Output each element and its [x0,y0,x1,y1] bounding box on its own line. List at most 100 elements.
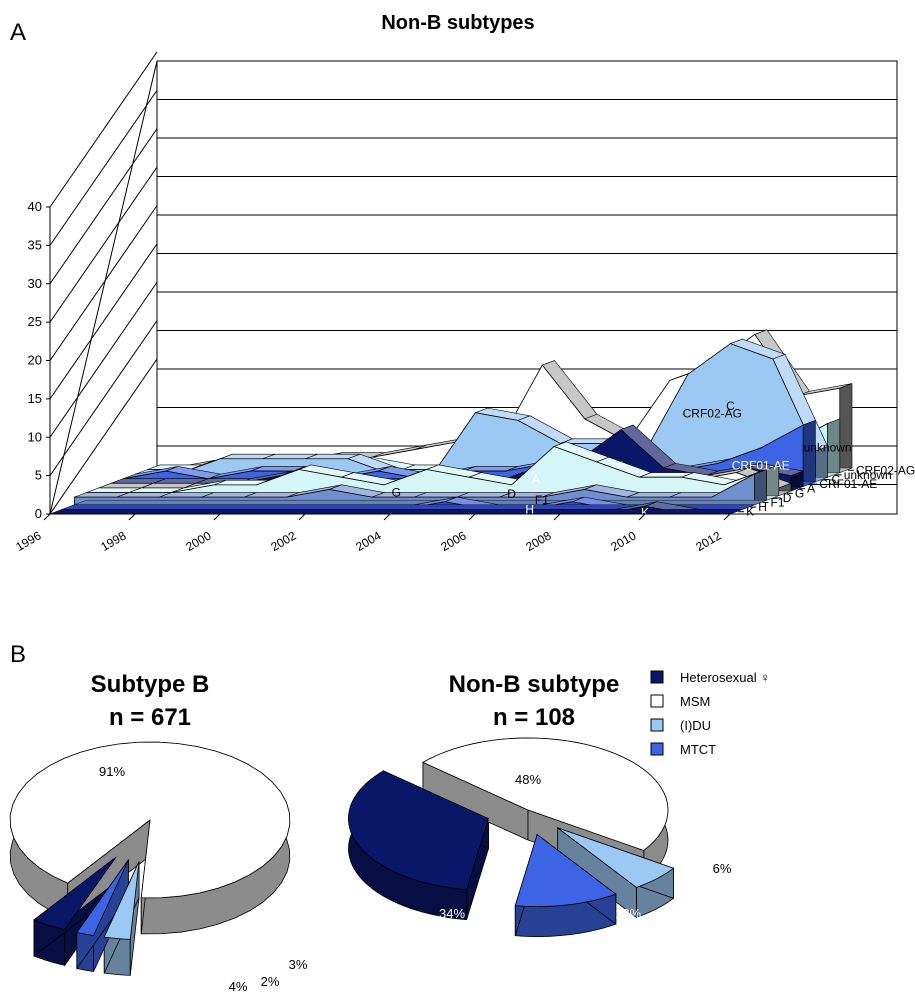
series-face [135,343,816,483]
pie-slice-i-du [557,827,675,888]
pie-subtype-b: 4% 91% 3% 2% [9,741,308,994]
pie-slice-msm [9,741,291,899]
pie-label-i-du: 3% [289,957,308,972]
x-tick [298,513,306,521]
x-tick [383,513,391,521]
series-floor [49,509,743,515]
pie-label-heterosexual: 4% [229,979,248,994]
pie-nonb-title-line2: n = 108 [493,704,575,731]
depth-label: D [783,491,792,505]
pie-label-mtct: 2% [261,974,280,989]
pie-label-heterosexual: 34% [439,906,465,921]
depth-label: K [746,505,754,519]
y-tick-label: 30 [28,276,42,291]
y-tick-label: 0 [35,506,42,521]
pie-label-msm: 91% [99,764,125,779]
x-tick [468,513,476,521]
pie-slice-mtct [514,833,617,907]
panel-a-3d-area-chart: 0510152025303540KHF1DGACRF01-AECunknownC… [13,51,915,554]
x-tick-label: 2012 [693,528,723,554]
side-gridline [49,51,158,208]
side-gridline [49,90,158,246]
x-tick [128,513,136,521]
x-tick-label: 1998 [98,528,128,554]
side-gridline [49,205,158,361]
pie-label-i-du: 6% [713,861,732,876]
depth-label: CRF02-AG [856,463,915,477]
pie-slice-i-du [103,861,140,940]
inline-label-d: D [507,487,516,501]
legend-label-idu: (I)DU [680,718,711,733]
x-tick [638,513,646,521]
legend-label-heterosexual: Heterosexual ♀ [680,670,770,685]
inline-label-g: G [392,486,401,500]
legend-swatch-mtct [650,742,664,756]
depth-label: unknown [844,468,892,482]
inline-label-c: C [726,399,735,413]
y-tick-label: 10 [28,429,42,444]
pie-slice-msm [422,737,669,851]
pie-slice-heterosexual [348,770,489,891]
x-tick [723,513,731,521]
side-gridline [49,243,158,400]
depth-label: A [807,482,815,496]
y-tick-label: 5 [35,468,42,483]
x-tick [43,513,51,521]
depth-label: C [832,473,841,487]
side-gridline [49,320,158,476]
x-tick-label: 2010 [608,528,638,554]
pie-non-b-subtype: 34% 48% 6% 12% [348,737,732,937]
inline-label-a: A [532,472,540,486]
side-gridline [49,128,158,285]
x-tick-label: 2006 [438,528,468,554]
pie-b-title-line1: Subtype B [91,671,210,698]
panel-b-letter: B [10,641,26,668]
y-tick-label: 40 [28,199,42,214]
x-axis: 1996 1998 2000 2002 2004 2006 2008 2010 2012 [13,513,731,554]
y-tick-label: 25 [28,314,42,329]
x-tick-label: 2008 [523,528,553,554]
depth-label: G [795,486,804,500]
inline-label-crf02-ag: CRF02-AG [683,407,742,421]
inline-label-unknown: unknown [804,441,852,455]
side-gridline [49,281,158,438]
y-tick-label: 20 [28,353,42,368]
depth-label: CRF01-AE [819,477,877,491]
x-tick-label: 2004 [353,528,383,554]
x-tick-label: 2002 [268,528,298,554]
legend-label-mtct: MTCT [680,742,716,757]
depth-label: F1 [771,496,785,510]
side-gridline [49,358,158,515]
pie-slice-mtct [76,859,129,936]
y-tick-label: 35 [28,237,42,252]
pie-label-mtct: 12% [615,906,641,921]
y-axis: 0 5 10 15 20 25 30 35 40 [28,199,51,521]
inline-label-h: H [525,502,534,516]
x-tick-label: 1996 [13,528,43,554]
side-gridline [49,166,158,323]
pie-nonb-title-line1: Non-B subtype [449,671,620,698]
chart-a-title: Non-B subtypes [381,12,534,34]
pie-label-msm: 48% [515,772,541,787]
x-tick [553,513,561,521]
x-tick-label: 2000 [183,528,213,554]
depth-label: H [758,500,767,514]
x-tick [213,513,221,521]
pie-b-title-line2: n = 671 [109,704,191,731]
y-tick-label: 15 [28,391,42,406]
panel-a-letter: A [10,19,26,46]
inline-label-crf01-ae: CRF01-AE [732,458,790,472]
side-wall-edge [49,60,158,515]
series-endcap [839,383,853,474]
pie-slice-heterosexual [33,856,117,930]
legend-swatch-idu [650,718,664,732]
legend-label-msm: MSM [680,694,710,709]
inline-label-k: K [641,505,649,519]
legend-swatch-heterosexual [650,670,664,684]
legend-swatch-msm [650,694,664,708]
inline-label-f1: F1 [535,493,549,507]
legend: Heterosexual ♀ MSM (I)DU MTCT [650,670,770,757]
